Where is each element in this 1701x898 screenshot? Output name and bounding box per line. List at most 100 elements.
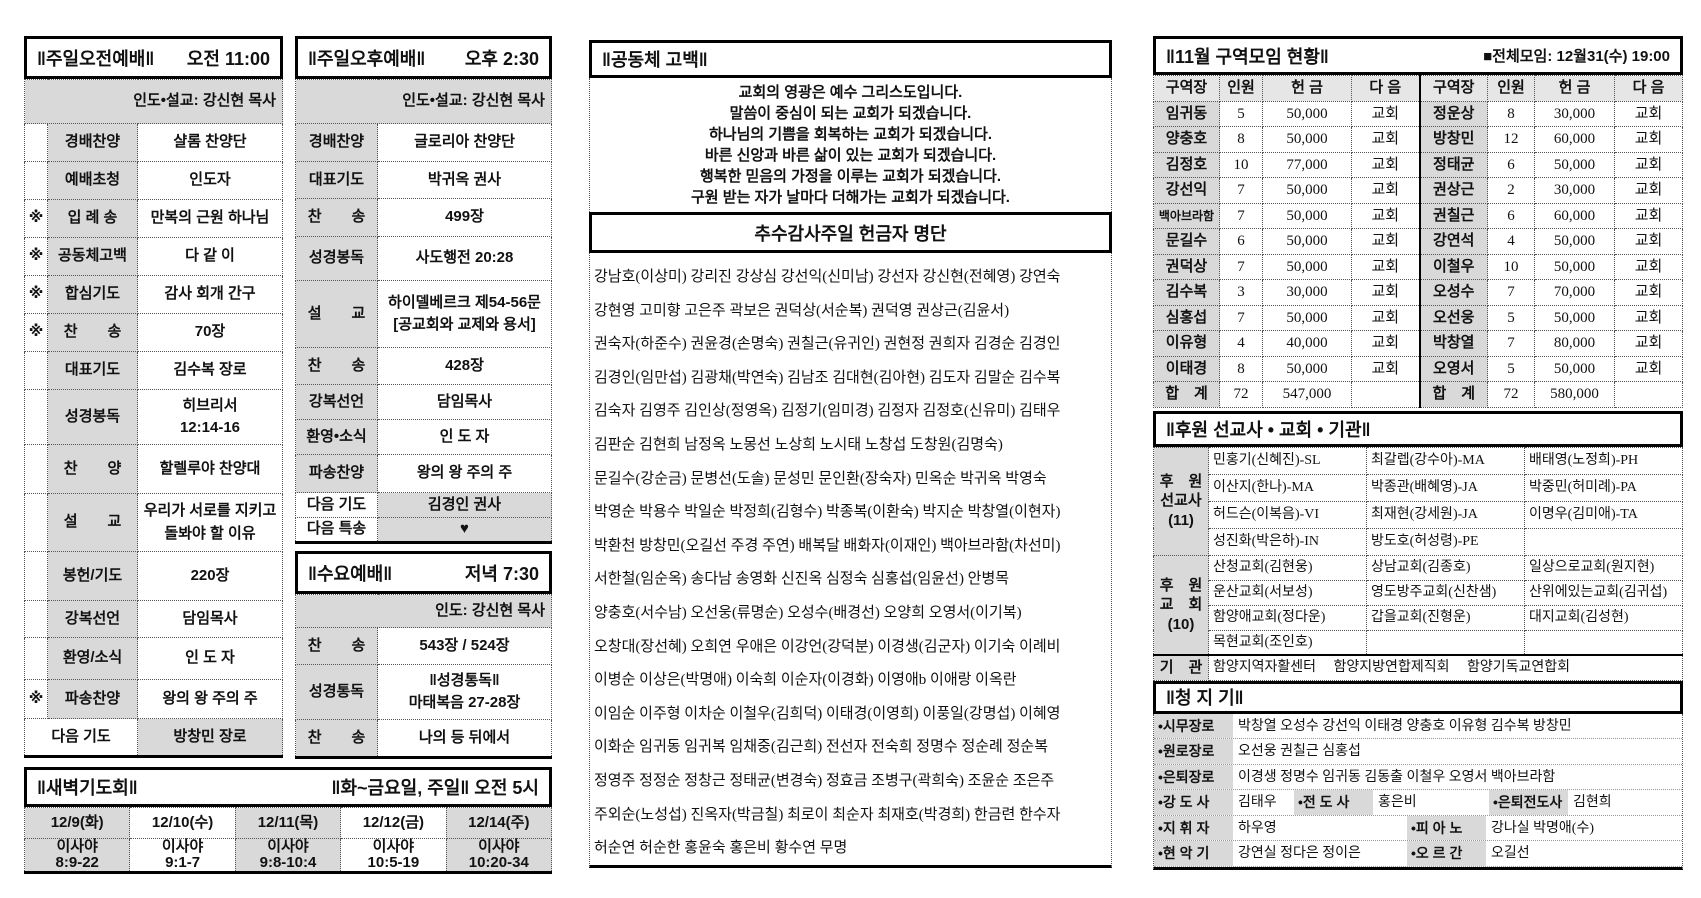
donor-line: 주외순(노성섭) 진옥자(박금칠) 최로이 최순자 최재호(박경희) 한금련 한…	[594, 806, 1061, 823]
next-label: 다음 기도	[295, 492, 378, 518]
district-cell: 70,000	[1534, 279, 1615, 306]
wednesday-service-time: 저녁 7:30	[464, 563, 539, 584]
district-cell: 7	[1487, 279, 1535, 306]
district-cell: 5	[1487, 355, 1535, 382]
district-cell: 580,000	[1534, 381, 1615, 408]
standing-mark	[24, 351, 48, 390]
district-cell: 50,000	[1534, 304, 1615, 331]
order-value: 다 같 이	[137, 237, 283, 276]
church-item	[1366, 629, 1525, 656]
church-item: 갑을교회(진형운)	[1366, 604, 1525, 631]
district-cell: 교회	[1351, 279, 1420, 306]
district-cell: 7	[1219, 253, 1263, 280]
wednesday-leader: 인도: 강신현 목사	[295, 594, 552, 628]
table-row: 목현교회(조인호)	[1154, 629, 1683, 656]
donor-line: 강남호(이상미) 강리진 강상심 강선익(신미남) 강선자 강신현(전혜영) 강…	[594, 269, 1061, 285]
wednesday-service-header: ‖수요예배‖ 저녁 7:30	[295, 551, 552, 594]
morning-service-title: ‖주일오전예배‖	[37, 48, 155, 69]
district-cell: 6	[1487, 202, 1535, 229]
donor-line: 양충호(서수남) 오선웅(류명순) 오성수(배경선) 오양희 오영서(이기복)	[594, 604, 1022, 621]
table-row: 운산교회(서보성) 영도방주교회(신찬샘) 산위에있는교회(김귀섭)	[1154, 579, 1683, 606]
district-cell: 77,000	[1262, 151, 1352, 178]
order-value: 나의 등 뒤에서	[377, 719, 552, 758]
agencies-label: 기 관	[1153, 654, 1209, 681]
table-row: ※ 공동체고백 다 같 이	[24, 237, 283, 276]
column-header: 인원	[1219, 75, 1263, 102]
order-label: 강복선언	[47, 600, 138, 638]
order-value: 543장 / 524장	[377, 627, 552, 665]
district-cell: 7	[1219, 202, 1263, 229]
order-value: 할렐루야 찬양대	[137, 444, 283, 494]
district-cell: 50,000	[1534, 355, 1615, 382]
wednesday-service-title: ‖수요예배‖	[308, 563, 393, 584]
donor-line: 문길수(강순금) 문병선(도솔) 문성민 문인환(장숙자) 민옥순 박귀옥 박영…	[594, 470, 1047, 487]
steward-names: 박창열 오성수 강선익 이태경 양충호 이유형 김수복 방창민	[1238, 718, 1572, 734]
order-value: 글로리아 찬양단	[377, 123, 552, 162]
table-row: 경배찬양 글로리아 찬양단	[295, 123, 552, 162]
district-cell: 6	[1219, 228, 1263, 255]
order-value: 히브리서 12:14-16	[137, 389, 283, 445]
district-cell: 교회	[1351, 100, 1420, 127]
order-label: 합심기도	[47, 275, 138, 314]
district-cell: 교회	[1351, 177, 1420, 204]
order-value: ‖성경통독‖ 마태복음 27-28장	[377, 664, 552, 720]
confession-title: ‖공동체 고백‖	[602, 50, 708, 70]
district-leader: 양충호	[1153, 126, 1220, 153]
table-row: 성경봉독 히브리서 12:14-16	[24, 389, 283, 445]
church-item: 산위에있는교회(김귀섭)	[1524, 579, 1683, 606]
order-label: 설 교	[295, 280, 378, 348]
district-leader: 강선익	[1153, 177, 1220, 204]
district-cell: 30,000	[1534, 177, 1615, 204]
table-row: 이유형 4 40,000 교회 박창열 7 80,000 교회	[1153, 330, 1683, 357]
district-cell: 50,000	[1262, 253, 1352, 280]
district-cell: 교회	[1614, 151, 1683, 178]
order-value: 샬롬 찬양단	[137, 123, 283, 162]
donor-line: 강현영 고미향 고은주 곽보은 권덕상(서순복) 권덕영 권상근(김윤서)	[594, 302, 1010, 319]
order-label: 찬 송	[295, 719, 378, 758]
district-cell: 72	[1487, 381, 1535, 408]
table-row: 찬 송 나의 등 뒤에서	[295, 719, 552, 758]
district-cell: 교회	[1351, 355, 1420, 382]
district-cell: 교회	[1351, 253, 1420, 280]
next-value: 김경인 권사	[377, 492, 552, 518]
missionary-item: 성진화(박은하)-IN	[1208, 527, 1367, 556]
table-row: 후 원 선교사 (11) 민홍기(신혜진)-SL 최갈렙(강수아)-MA 배태영(노정…	[1153, 446, 1683, 556]
order-label: 성경봉독	[295, 236, 378, 281]
standing-mark	[24, 123, 48, 162]
district-cell: 교회	[1614, 330, 1683, 357]
offering-header: 추수감사주일 헌금자 명단	[589, 212, 1112, 253]
afternoon-leader: 인도•설교: 강신현 목사	[295, 79, 552, 124]
order-label: 찬 송	[295, 347, 378, 385]
church-item: 목현교회(조인호)	[1208, 629, 1367, 656]
steward-names: 강연실 정다은 정이은	[1238, 846, 1361, 862]
steward-names: 강나실 박명애(수)	[1491, 820, 1594, 836]
steward-role: •은퇴장로	[1154, 764, 1233, 790]
dawn-date: 12/10(수)	[129, 807, 236, 839]
district-cell: 6	[1487, 151, 1535, 178]
district-cell: 교회	[1351, 304, 1420, 331]
district-leader: 박창열	[1418, 330, 1488, 357]
district-cell: 60,000	[1534, 202, 1615, 229]
offering-donor-list: 강남호(이상미) 강리진 강상심 강선익(신미남) 강선자 강신현(전혜영) 강…	[589, 253, 1112, 868]
district-cell: 50,000	[1262, 177, 1352, 204]
table-row: 기 관 함양지역자활센터 함양지방연합제직회 함양기독교연합회	[1153, 654, 1683, 681]
next-prayer-value: 방창민 장로	[137, 718, 283, 757]
stewards-header: ‖청 지 기‖	[1153, 680, 1683, 714]
missionary-item: 민홍기(신혜진)-SL	[1208, 446, 1367, 475]
district-notice: ■전체모임: 12월31(수) 19:00	[1483, 48, 1670, 65]
order-value: 우리가 서로를 지키고 돌봐야 할 이유	[137, 493, 283, 552]
district-leader: 오성수	[1418, 279, 1488, 306]
district-cell	[1614, 381, 1683, 408]
steward-names: 하우영	[1238, 820, 1277, 836]
dawn-reading: 이사야 8:9-22	[23, 838, 131, 873]
standing-mark	[24, 444, 48, 494]
table-row: 성진화(박은하)-IN 방도호(허성령)-PE	[1154, 527, 1683, 556]
district-leader: 권칠근	[1418, 202, 1488, 229]
donor-line: 허순연 허순한 홍윤숙 홍은비 황수연 무명	[594, 840, 848, 857]
district-cell: 72	[1219, 381, 1263, 408]
dawn-date: 12/9(화)	[23, 807, 131, 839]
table-row: 이태경 8 50,000 교회 오영서 5 50,000 교회	[1153, 355, 1683, 382]
dawn-prayer-panel: ‖새벽기도회‖ ‖화~금요일, 주일‖ 오전 5시 12/9(화) 12/10(수…	[23, 767, 553, 874]
district-header: ‖11월 구역모임 현황‖ ■전체모임: 12월31(수) 19:00	[1153, 36, 1683, 75]
